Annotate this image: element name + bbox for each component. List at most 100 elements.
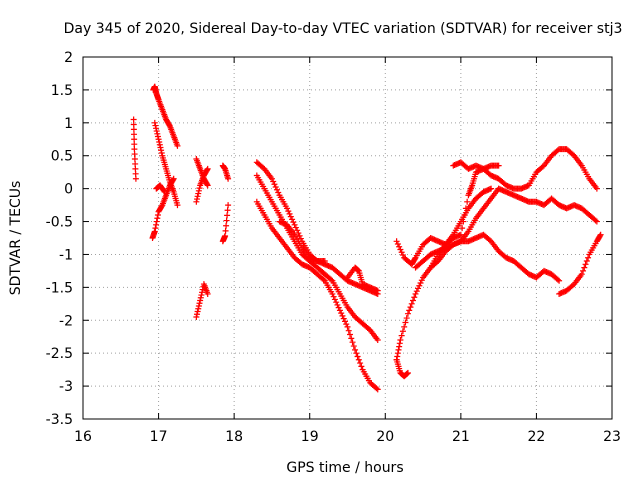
data-point <box>344 323 351 330</box>
data-point <box>355 356 362 363</box>
data-point <box>593 218 600 225</box>
data-point <box>321 258 328 265</box>
axis-ticks: 16 17 18 19 20 21 22 23-3.5-3-2.5-2-1.5-1-0.500… <box>46 50 621 445</box>
data-point <box>286 210 293 217</box>
data-point <box>407 304 414 311</box>
data-point <box>397 246 404 253</box>
data-point <box>418 277 425 284</box>
series-s15 <box>344 264 381 294</box>
data-point <box>597 231 604 238</box>
data-point <box>578 271 585 278</box>
data-point <box>397 337 404 344</box>
data-point <box>353 350 360 357</box>
data-point <box>268 175 275 182</box>
x-tick-label: 23 <box>603 429 621 445</box>
data-point <box>330 293 337 300</box>
data-point <box>415 285 422 292</box>
data-point <box>357 360 364 367</box>
data-point <box>166 122 173 129</box>
data-point <box>158 149 165 156</box>
data-point <box>404 310 411 317</box>
data-point <box>331 296 338 303</box>
x-axis-label: GPS time / hours <box>286 460 403 476</box>
x-tick-label: 22 <box>528 429 546 445</box>
chart-title: Day 345 of 2020, Sidereal Day-to-day VTE… <box>64 21 623 37</box>
data-point <box>290 219 297 226</box>
data-point <box>394 241 401 248</box>
data-point <box>358 363 365 370</box>
data-point <box>224 207 231 214</box>
series-s10 <box>219 202 232 245</box>
data-point <box>295 230 302 237</box>
data-point <box>155 136 162 143</box>
data-point <box>291 221 298 228</box>
data-point <box>411 255 418 262</box>
data-point <box>204 290 211 297</box>
data-point <box>395 346 402 353</box>
data-point <box>554 276 561 283</box>
data-point <box>170 176 177 183</box>
data-point <box>197 294 204 301</box>
data-point <box>402 319 409 326</box>
y-tick-label: -2.5 <box>46 346 73 362</box>
data-point <box>320 276 327 283</box>
data-point <box>152 122 159 129</box>
data-point <box>195 305 202 312</box>
data-point <box>222 227 229 234</box>
data-point <box>593 185 600 192</box>
data-point <box>396 340 403 347</box>
data-point <box>193 313 200 320</box>
series-s14 <box>276 218 328 265</box>
data-point <box>198 292 205 299</box>
series-s13 <box>253 198 381 393</box>
data-point <box>204 182 211 189</box>
data-point <box>393 356 400 363</box>
data-point <box>222 233 229 240</box>
y-tick-label: -1.5 <box>46 280 73 296</box>
y-tick-label: -1 <box>59 247 73 263</box>
data-point <box>154 130 161 137</box>
data-point <box>333 299 340 306</box>
data-point <box>350 343 357 350</box>
data-point <box>459 225 466 232</box>
data-point <box>154 133 161 140</box>
data-point <box>348 335 355 342</box>
series-s5 <box>153 182 168 195</box>
data-point <box>170 175 177 182</box>
data-point <box>196 300 203 307</box>
data-point <box>294 227 301 234</box>
data-point <box>289 216 296 223</box>
data-point <box>196 185 203 192</box>
data-point <box>398 332 405 339</box>
x-tick-label: 19 <box>301 429 319 445</box>
data-point <box>153 128 160 135</box>
data-point <box>204 166 211 173</box>
data-point <box>597 232 604 239</box>
data-point <box>329 290 336 297</box>
data-point <box>373 385 380 392</box>
x-tick-label: 17 <box>150 429 168 445</box>
series-s4 <box>149 175 177 241</box>
series-s20 <box>427 185 495 271</box>
x-tick-label: 21 <box>452 429 470 445</box>
data-point <box>408 300 415 307</box>
data-point <box>225 175 232 182</box>
data-point <box>270 178 277 185</box>
data-point <box>585 254 592 261</box>
data-point <box>399 252 406 259</box>
y-axis-label: SDTVAR / TECUs <box>8 181 24 296</box>
data-point <box>412 290 419 297</box>
data-point <box>409 297 416 304</box>
series-s19 <box>412 185 600 271</box>
data-point <box>457 231 464 238</box>
y-tick-label: -3 <box>59 379 73 395</box>
data-point <box>413 288 420 295</box>
data-point <box>354 353 361 360</box>
x-tick-label: 16 <box>74 429 92 445</box>
data-point <box>349 339 356 346</box>
data-point <box>374 287 381 294</box>
data-point <box>275 189 282 196</box>
data-point <box>401 323 408 330</box>
data-point <box>153 125 160 132</box>
data-point <box>464 198 471 205</box>
